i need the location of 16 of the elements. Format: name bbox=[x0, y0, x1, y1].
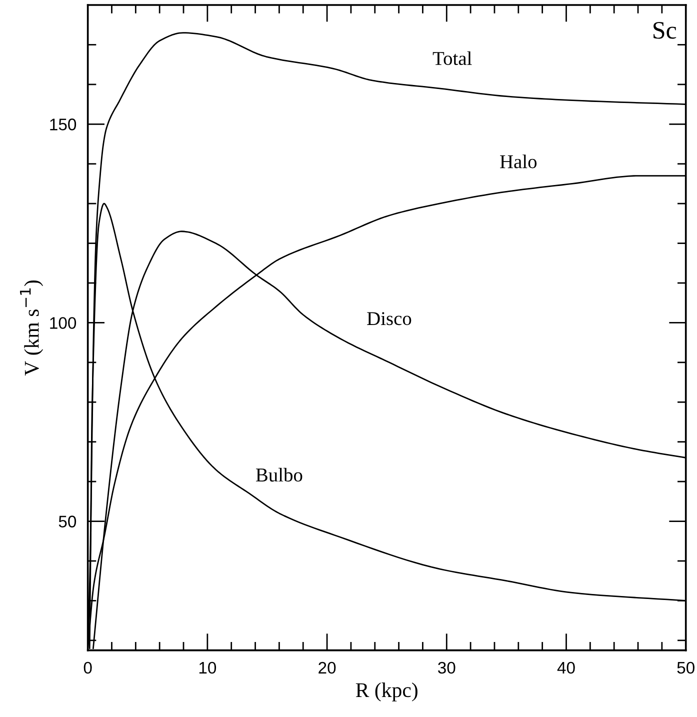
y-tick-label: 150 bbox=[50, 118, 76, 130]
series-label: Halo bbox=[500, 154, 537, 168]
y-axis-title: V (km s$^{−1}$) bbox=[20, 280, 44, 376]
series-label: Total bbox=[432, 51, 472, 66]
x-tick-label: 30 bbox=[438, 662, 456, 674]
y-tick-label: 100 bbox=[50, 317, 76, 329]
annotation: Sc bbox=[654, 22, 676, 39]
series-label: Bulbo bbox=[256, 468, 302, 482]
y-tick-label: 50 bbox=[58, 516, 76, 528]
x-tick-label: 20 bbox=[318, 662, 336, 674]
x-tick-label: 40 bbox=[557, 662, 575, 674]
x-tick-label: 50 bbox=[677, 662, 694, 674]
x-tick-label: 10 bbox=[199, 662, 216, 674]
series-label: Disco bbox=[367, 312, 412, 326]
x-tick-label: 0 bbox=[84, 662, 92, 674]
x-axis-title: R (kpc) bbox=[356, 682, 418, 702]
